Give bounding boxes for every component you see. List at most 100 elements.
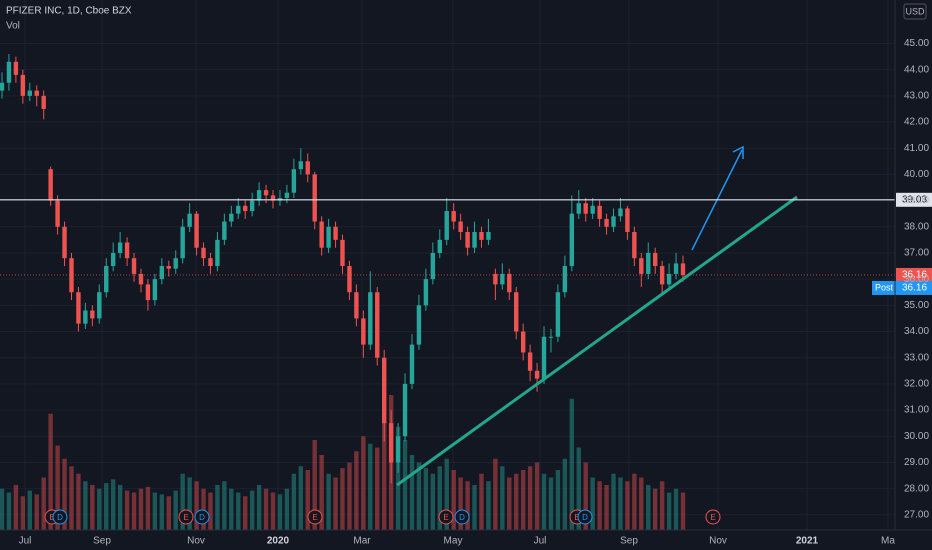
volume-bar (611, 473, 616, 530)
volume-bar (277, 494, 283, 530)
volume-bar (187, 477, 192, 530)
volume-bar (159, 494, 165, 530)
candle-body (333, 226, 338, 240)
volume-bar (236, 492, 241, 530)
x-tick-label: Sep (620, 536, 638, 547)
candle-body (541, 336, 547, 379)
volume-bar (0, 488, 5, 530)
volume-bar (76, 473, 81, 530)
candle-body (534, 370, 540, 379)
candle-body (298, 161, 304, 170)
volume-bar (13, 485, 19, 530)
y-tick-label: 45.00 (904, 38, 929, 49)
volume-bar (514, 473, 519, 530)
volume-bar (583, 462, 588, 530)
candle-body (76, 292, 81, 324)
post-price-label: 36.16 (902, 283, 927, 294)
candle-body (653, 252, 658, 267)
event-label: E (574, 513, 579, 522)
x-tick-label: 2021 (796, 536, 819, 547)
volume-bar (243, 496, 248, 530)
candle-body (618, 208, 623, 217)
candle-body (666, 273, 672, 285)
volume-bar (632, 473, 637, 530)
y-tick-label: 42.00 (904, 117, 929, 128)
volume-bar (486, 481, 491, 530)
volume-bar (201, 488, 206, 530)
candle-body (13, 61, 19, 75)
volume-bar (326, 473, 331, 530)
candle-body (347, 266, 352, 293)
volume-bar (270, 492, 276, 530)
volume-bar (395, 426, 401, 530)
volume-bar (548, 477, 554, 530)
volume-bar (569, 398, 575, 530)
volume-layer (0, 395, 686, 530)
volume-bar (305, 470, 310, 530)
candle-body (451, 211, 456, 222)
volume-bar (451, 470, 456, 530)
post-name-tag (872, 280, 896, 295)
y-tick-label: 33.00 (904, 352, 929, 363)
volume-bar (263, 488, 269, 530)
candle-body (646, 252, 651, 274)
volume-bar (48, 413, 53, 530)
candle-body (569, 213, 575, 267)
candle-body (597, 205, 602, 219)
y-tick-label: 38.00 (904, 221, 929, 232)
candle-body (201, 247, 206, 259)
candle-body (159, 266, 165, 280)
candle-body (416, 305, 422, 345)
candle-body (361, 318, 366, 345)
volume-bar (653, 488, 658, 530)
candle-body (673, 263, 679, 274)
candle-body (493, 273, 498, 285)
volume-bar (284, 488, 290, 530)
volume-label: Vol (6, 21, 20, 32)
candle-body (507, 273, 512, 293)
volume-bar (465, 481, 470, 530)
x-tick-label: Jul (534, 536, 547, 547)
candle-body (611, 216, 616, 227)
event-marker (438, 509, 454, 525)
event-marker (194, 509, 210, 525)
candle-body (514, 292, 519, 332)
candle-body (381, 357, 387, 424)
volume-bar (41, 477, 46, 530)
candle-body (472, 232, 477, 248)
candle-body (444, 211, 449, 240)
volume-bar (375, 447, 380, 530)
arrow-head (732, 145, 744, 159)
y-tick-label: 29.00 (904, 457, 929, 468)
volume-bar (659, 481, 665, 530)
y-tick-label: 27.00 (904, 509, 929, 520)
event-label: D (199, 513, 205, 522)
volume-bar (673, 488, 679, 530)
volume-bar (639, 477, 644, 530)
candle-body (590, 205, 595, 214)
y-tick-label: 32.00 (904, 379, 929, 390)
volume-bar (590, 477, 595, 530)
candle-body (208, 258, 213, 267)
event-marker (454, 509, 470, 525)
candle-body (562, 266, 568, 293)
y-tick-label: 28.00 (904, 483, 929, 494)
volume-bar (534, 462, 540, 530)
event-label: E (710, 513, 715, 522)
candle-body (124, 242, 130, 259)
volume-bar (625, 481, 630, 530)
volume-bar (62, 458, 67, 530)
candle-body (354, 292, 359, 319)
candle-body (194, 213, 199, 248)
volume-bar (131, 492, 137, 530)
volume-bar (576, 447, 581, 530)
candle-body (104, 266, 109, 293)
volume-bar (361, 436, 366, 530)
event-label: D (57, 513, 63, 522)
volume-bar (430, 473, 436, 530)
volume-bar (173, 490, 178, 530)
candle-body (117, 242, 123, 253)
volume-bar (437, 466, 442, 530)
event-marker (705, 509, 721, 525)
x-tick-label: Nov (187, 536, 205, 547)
